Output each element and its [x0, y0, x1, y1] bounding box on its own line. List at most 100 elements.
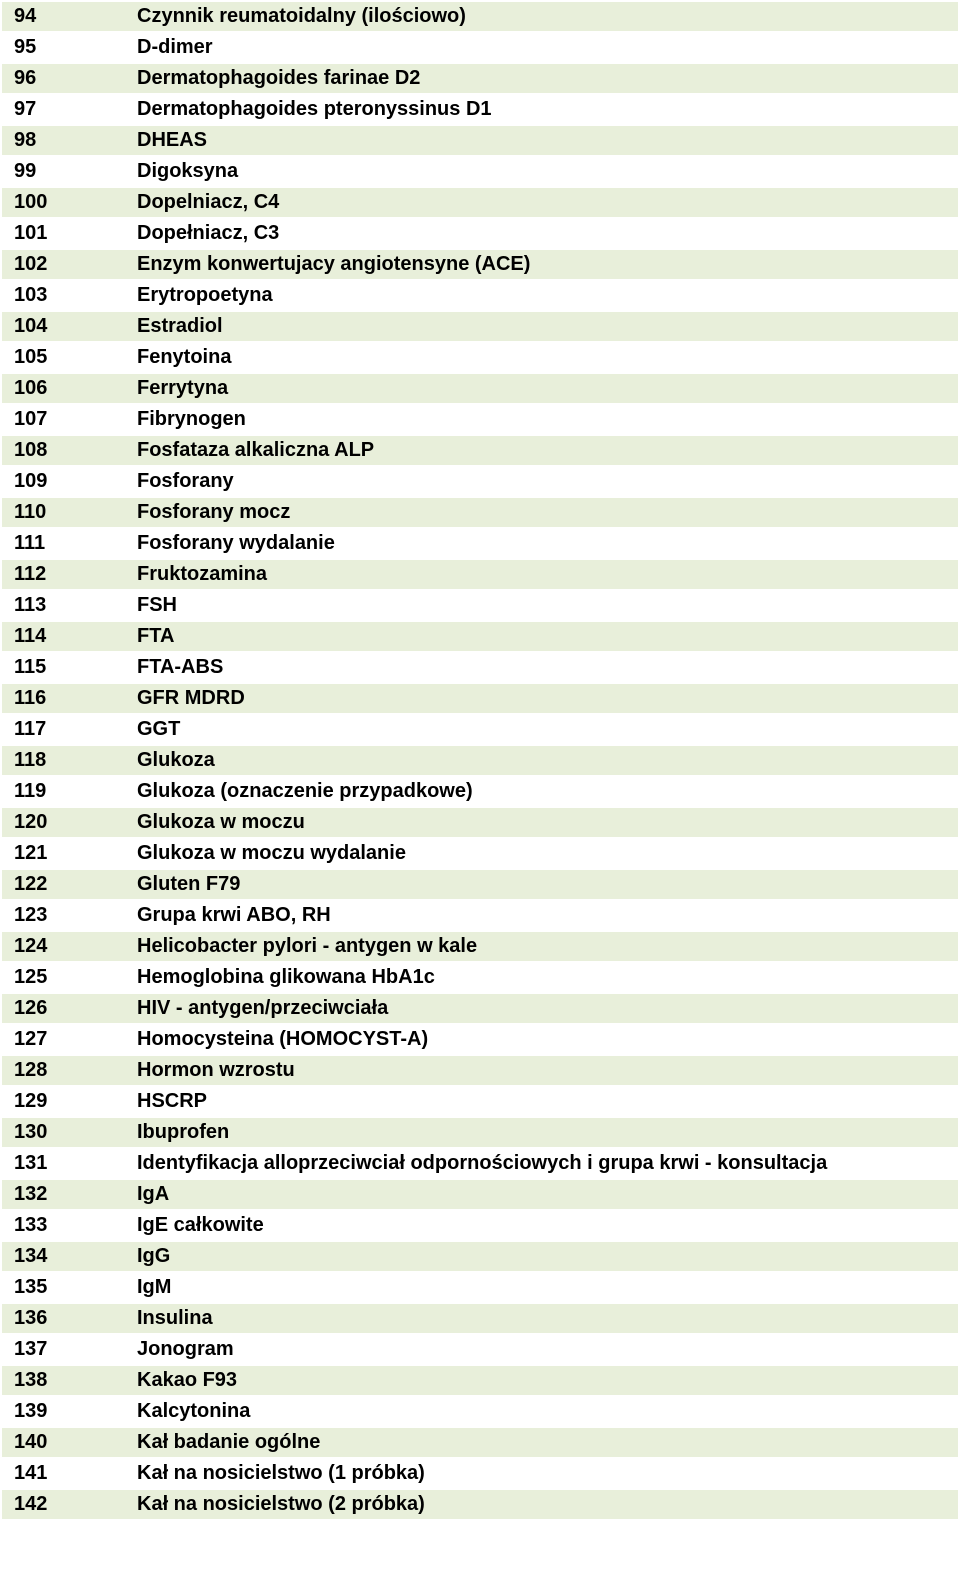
row-label: D-dimer: [137, 33, 958, 62]
row-label: Glukoza (oznaczenie przypadkowe): [137, 777, 958, 806]
row-number: 117: [2, 715, 137, 744]
row-label: IgM: [137, 1273, 958, 1302]
table-row: 141Kał na nosicielstwo (1 próbka): [2, 1459, 958, 1490]
table-row: 116GFR MDRD: [2, 684, 958, 715]
row-label: Fosforany: [137, 467, 958, 496]
row-number: 99: [2, 157, 137, 186]
row-label: Identyfikacja alloprzeciwciał odporności…: [137, 1149, 958, 1178]
row-number: 118: [2, 746, 137, 775]
row-label: IgG: [137, 1242, 958, 1271]
table-row: 127Homocysteina (HOMOCYST-A): [2, 1025, 958, 1056]
table-row: 106Ferrytyna: [2, 374, 958, 405]
table-row: 103Erytropoetyna: [2, 281, 958, 312]
table-row: 139Kalcytonina: [2, 1397, 958, 1428]
table-row: 135IgM: [2, 1273, 958, 1304]
row-number: 123: [2, 901, 137, 930]
row-number: 122: [2, 870, 137, 899]
row-label: IgA: [137, 1180, 958, 1209]
table-row: 97Dermatophagoides pteronyssinus D1: [2, 95, 958, 126]
row-label: Dermatophagoides pteronyssinus D1: [137, 95, 958, 124]
table-row: 96Dermatophagoides farinae D2: [2, 64, 958, 95]
row-label: Glukoza w moczu: [137, 808, 958, 837]
table-row: 132IgA: [2, 1180, 958, 1211]
table-row: 102Enzym konwertujacy angiotensyne (ACE): [2, 250, 958, 281]
row-number: 119: [2, 777, 137, 806]
row-number: 96: [2, 64, 137, 93]
row-label: Glukoza: [137, 746, 958, 775]
row-label: Erytropoetyna: [137, 281, 958, 310]
row-number: 103: [2, 281, 137, 310]
row-label: Hemoglobina glikowana HbA1c: [137, 963, 958, 992]
row-label: Dermatophagoides farinae D2: [137, 64, 958, 93]
table-row: 140Kał badanie ogólne: [2, 1428, 958, 1459]
row-number: 107: [2, 405, 137, 434]
table-row: 130Ibuprofen: [2, 1118, 958, 1149]
row-label: Digoksyna: [137, 157, 958, 186]
row-number: 114: [2, 622, 137, 651]
row-label: DHEAS: [137, 126, 958, 155]
row-label: Insulina: [137, 1304, 958, 1333]
row-label: IgE całkowite: [137, 1211, 958, 1240]
row-number: 113: [2, 591, 137, 620]
table-row: 109Fosforany: [2, 467, 958, 498]
table-row: 108Fosfataza alkaliczna ALP: [2, 436, 958, 467]
row-label: Jonogram: [137, 1335, 958, 1364]
row-label: Homocysteina (HOMOCYST-A): [137, 1025, 958, 1054]
row-number: 133: [2, 1211, 137, 1240]
row-number: 136: [2, 1304, 137, 1333]
row-number: 126: [2, 994, 137, 1023]
row-label: Estradiol: [137, 312, 958, 341]
row-number: 137: [2, 1335, 137, 1364]
table-row: 126HIV - antygen/przeciwciała: [2, 994, 958, 1025]
row-number: 109: [2, 467, 137, 496]
row-number: 124: [2, 932, 137, 961]
row-number: 94: [2, 2, 137, 31]
table-row: 110Fosforany mocz: [2, 498, 958, 529]
table-row: 131Identyfikacja alloprzeciwciał odporno…: [2, 1149, 958, 1180]
row-number: 101: [2, 219, 137, 248]
row-number: 115: [2, 653, 137, 682]
row-number: 111: [2, 529, 137, 558]
row-number: 129: [2, 1087, 137, 1116]
row-number: 97: [2, 95, 137, 124]
table-row: 104Estradiol: [2, 312, 958, 343]
row-number: 130: [2, 1118, 137, 1147]
row-label: FTA: [137, 622, 958, 651]
table-row: 101Dopełniacz, C3: [2, 219, 958, 250]
table-row: 117GGT: [2, 715, 958, 746]
row-number: 104: [2, 312, 137, 341]
row-number: 140: [2, 1428, 137, 1457]
data-table: 94Czynnik reumatoidalny (ilościowo)95D-d…: [2, 2, 958, 1521]
table-row: 125Hemoglobina glikowana HbA1c: [2, 963, 958, 994]
row-number: 138: [2, 1366, 137, 1395]
table-row: 94Czynnik reumatoidalny (ilościowo): [2, 2, 958, 33]
row-label: Kał badanie ogólne: [137, 1428, 958, 1457]
row-number: 135: [2, 1273, 137, 1302]
row-number: 128: [2, 1056, 137, 1085]
table-row: 105Fenytoina: [2, 343, 958, 374]
row-label: Helicobacter pylori - antygen w kale: [137, 932, 958, 961]
table-row: 99Digoksyna: [2, 157, 958, 188]
row-label: Fruktozamina: [137, 560, 958, 589]
table-row: 137Jonogram: [2, 1335, 958, 1366]
row-number: 125: [2, 963, 137, 992]
row-label: Fosforany wydalanie: [137, 529, 958, 558]
row-number: 139: [2, 1397, 137, 1426]
row-label: Kakao F93: [137, 1366, 958, 1395]
row-number: 105: [2, 343, 137, 372]
row-label: Glukoza w moczu wydalanie: [137, 839, 958, 868]
row-number: 100: [2, 188, 137, 217]
table-row: 114FTA: [2, 622, 958, 653]
row-label: Enzym konwertujacy angiotensyne (ACE): [137, 250, 958, 279]
row-number: 127: [2, 1025, 137, 1054]
row-label: GGT: [137, 715, 958, 744]
row-label: FSH: [137, 591, 958, 620]
row-label: Gluten F79: [137, 870, 958, 899]
row-number: 142: [2, 1490, 137, 1519]
row-label: HSCRP: [137, 1087, 958, 1116]
table-row: 138Kakao F93: [2, 1366, 958, 1397]
row-label: Ferrytyna: [137, 374, 958, 403]
table-row: 124Helicobacter pylori - antygen w kale: [2, 932, 958, 963]
table-row: 119Glukoza (oznaczenie przypadkowe): [2, 777, 958, 808]
row-label: Hormon wzrostu: [137, 1056, 958, 1085]
